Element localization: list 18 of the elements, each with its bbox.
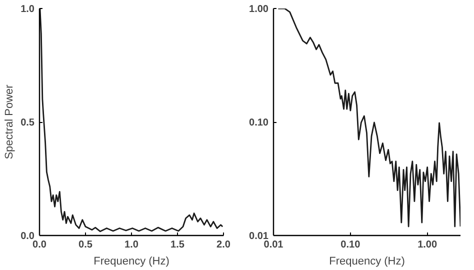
y-tick-label: 0.01 [249, 231, 269, 242]
x-tick-label: 1.00 [418, 240, 438, 250]
line-series [40, 8, 224, 232]
y-tick-label: 1.0 [20, 4, 35, 15]
y-axis-title: Spectral Power [4, 84, 16, 160]
y-tick-label: 1.00 [249, 4, 269, 15]
x-tick-label: 1.0 [124, 240, 139, 250]
y-tick-label: 0.0 [20, 231, 35, 242]
x-tick-label: 0.5 [78, 240, 93, 250]
x-tick-label: 0.10 [340, 240, 361, 250]
x-tick-label: 2.0 [216, 240, 231, 250]
x-tick-label: 0.0 [32, 240, 47, 250]
x-tick-label: 0.01 [264, 240, 284, 250]
x-tick-label: 1.5 [170, 240, 185, 250]
y-tick-label: 0.10 [249, 118, 269, 128]
x-axis-title: Frequency (Hz) [329, 256, 405, 268]
y-tick-label: 0.5 [20, 118, 35, 128]
x-axis-title: Frequency (Hz) [94, 256, 170, 268]
